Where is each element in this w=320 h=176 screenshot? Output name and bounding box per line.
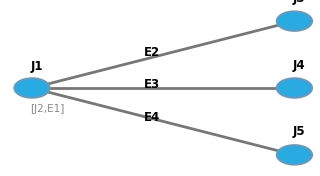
Circle shape	[277, 145, 312, 165]
Circle shape	[277, 78, 312, 98]
Text: E3: E3	[144, 78, 160, 91]
Text: J4: J4	[293, 59, 305, 72]
Text: J5: J5	[293, 125, 305, 139]
Circle shape	[14, 78, 50, 98]
Text: [J2,E1]: [J2,E1]	[30, 104, 65, 114]
Text: J1: J1	[30, 60, 43, 73]
Text: E4: E4	[144, 111, 160, 124]
Text: J3: J3	[293, 0, 305, 5]
Circle shape	[277, 11, 312, 31]
Text: E2: E2	[144, 46, 160, 59]
